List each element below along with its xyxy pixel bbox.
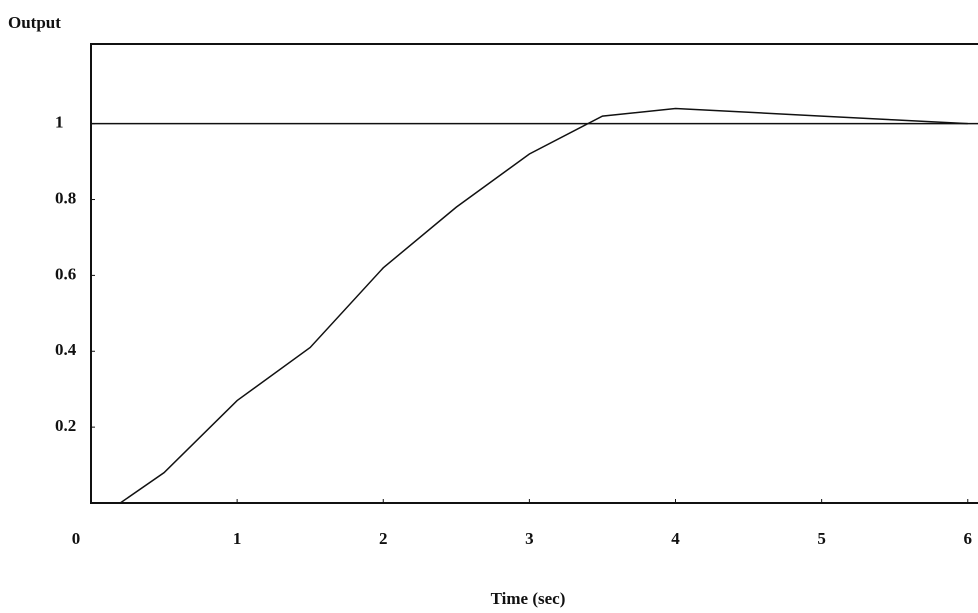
y-tick-label: 0.8 bbox=[55, 188, 76, 207]
x-tick-label: 4 bbox=[671, 529, 680, 548]
x-tick-label: 5 bbox=[817, 529, 826, 548]
x-tick-label: 6 bbox=[964, 529, 973, 548]
y-tick-label: 1 bbox=[55, 113, 64, 132]
plot-frame bbox=[91, 44, 978, 503]
x-tick-label: 3 bbox=[525, 529, 534, 548]
y-tick-label: 0.2 bbox=[55, 416, 76, 435]
x-tick-label: 0 bbox=[72, 529, 81, 548]
response-curve bbox=[120, 108, 968, 503]
chart: Output Time (sec) 0.2 0.4 0.6 0.8 1 0 1 2 3 4 5 6 bbox=[0, 0, 978, 613]
x-tick-label: 2 bbox=[379, 529, 388, 548]
y-tick-label: 0.6 bbox=[55, 264, 76, 283]
y-axis-label: Output bbox=[8, 13, 61, 32]
y-tick-label: 0.4 bbox=[55, 340, 77, 359]
x-axis-label: Time (sec) bbox=[491, 589, 566, 608]
x-tick-label: 1 bbox=[233, 529, 242, 548]
